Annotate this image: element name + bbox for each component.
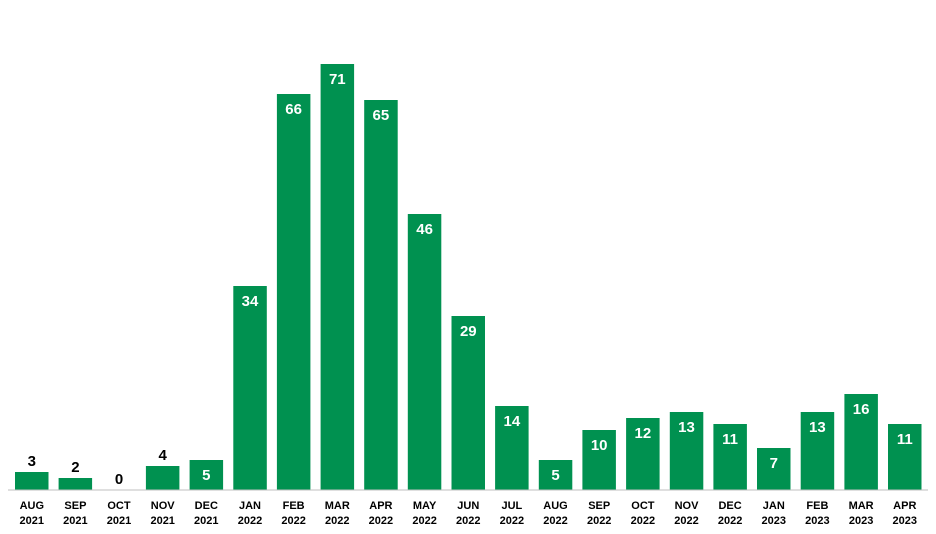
x-tick-label-month: DEC [718,500,741,512]
x-tick-label-month: MAR [325,500,350,512]
bar-value-label: 16 [853,401,870,418]
bar [713,424,747,490]
bar-value-label: 14 [504,413,521,430]
bar [669,412,704,490]
x-tick-label-month: APR [893,500,916,512]
bar-value-label: 12 [635,425,652,442]
x-tick-label-year: 2022 [718,515,742,527]
x-tick-label-year: 2022 [587,515,611,527]
x-tick-label-year: 2022 [369,515,393,527]
bar [451,316,485,490]
x-tick-label-month: DEC [195,500,218,512]
bar [15,472,49,490]
bar [626,418,660,490]
x-tick-label-year: 2021 [150,515,174,527]
x-tick-label-year: 2022 [412,515,436,527]
x-tick-label-year: 2021 [63,515,87,527]
bar [189,460,224,490]
x-tick-label-year: 2023 [893,515,917,527]
x-tick-label-month: AUG [20,500,44,512]
bar [233,286,267,490]
x-tick-label-month: JUN [457,500,479,512]
x-tick-label-year: 2021 [20,515,44,527]
x-tick-label-year: 2022 [500,515,524,527]
x-tick-label-year: 2023 [849,515,873,527]
x-tick-label-month: FEB [283,500,305,512]
bar-value-label: 7 [770,455,778,472]
bar-value-label: 5 [551,467,559,484]
x-tick-label-month: MAR [849,500,874,512]
x-tick-label-year: 2022 [543,515,567,527]
bar-value-label: 13 [809,419,826,436]
bar-value-label: 66 [285,101,302,118]
bar-value-label: 46 [416,221,433,238]
x-tick-label-year: 2023 [762,515,786,527]
x-tick-label-year: 2022 [325,515,349,527]
x-tick-labels-group: AUG 2021 SEP 2021 OCT 2021 NOV 2021 DEC 2021 JAN 20… [20,500,917,527]
x-tick-label-month: APR [369,500,392,512]
x-tick-label-month: MAY [413,500,437,512]
bar-value-label: 4 [159,447,168,464]
bar [800,412,835,490]
bar-value-label: 11 [722,431,738,448]
x-tick-label-year: 2021 [107,515,131,527]
bar-value-label: 13 [678,419,695,436]
x-tick-label-year: 2022 [456,515,480,527]
x-tick-label-month: AUG [543,500,567,512]
x-tick-label-month: NOV [675,500,700,512]
bar [407,214,442,490]
bar [495,406,529,490]
x-tick-label-year: 2022 [281,515,305,527]
bars-group: 3 2 0 4 5 34 66 71 65 46 29 14 5 10 12 13 11 7 13 16 11 [15,64,922,490]
x-tick-label-month: OCT [631,500,655,512]
bar-value-label: 3 [28,453,36,470]
x-tick-label-month: SEP [64,500,86,512]
bar [364,100,398,490]
bar [145,466,180,490]
x-tick-label-month: JAN [239,500,261,512]
bar-value-label: 5 [202,467,210,484]
x-tick-label-year: 2022 [674,515,698,527]
x-tick-label-month: JAN [763,500,785,512]
bar-value-label: 2 [71,459,79,476]
bar [582,430,616,490]
bar-value-label: 11 [897,431,913,448]
bar [58,478,93,490]
x-tick-label-month: NOV [151,500,176,512]
x-tick-label-month: FEB [806,500,828,512]
bar-value-label: 10 [591,437,608,454]
bar [888,424,922,490]
bar [844,394,878,490]
bar-value-label: 71 [329,71,346,88]
bar-value-label: 29 [460,323,477,340]
bar [276,94,311,490]
bar-value-label: 0 [115,471,123,488]
x-tick-label-year: 2022 [238,515,262,527]
bar-value-label: 34 [242,293,259,310]
x-tick-label-year: 2023 [805,515,829,527]
x-tick-label-month: SEP [588,500,610,512]
bar [538,460,573,490]
bar-value-label: 65 [373,107,390,124]
x-tick-label-month: JUL [502,500,523,512]
bar [757,448,791,490]
x-tick-label-month: OCT [107,500,131,512]
x-tick-label-year: 2022 [631,515,655,527]
bar [320,64,355,490]
x-tick-label-year: 2021 [194,515,218,527]
